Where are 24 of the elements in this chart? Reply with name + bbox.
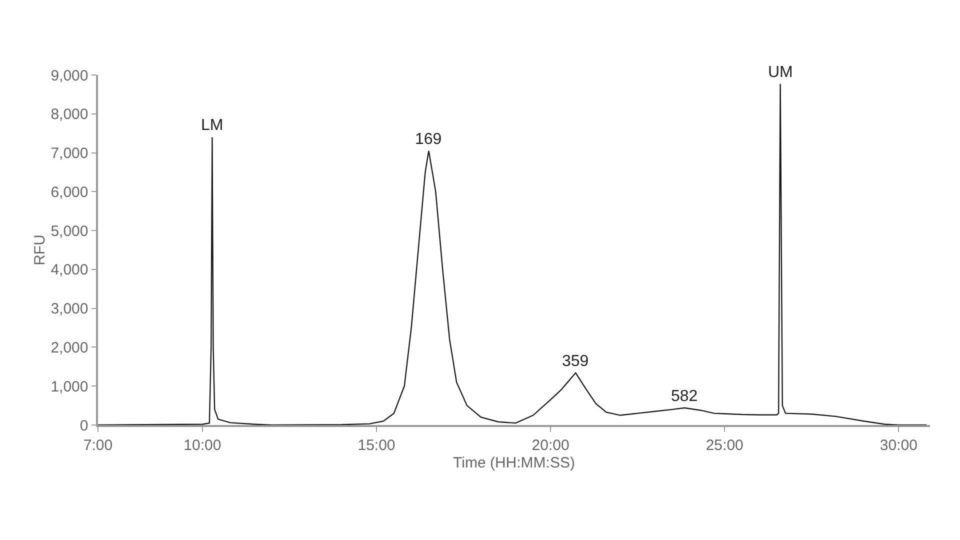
y-tick-label: 5,000 — [50, 222, 88, 240]
x-tick-label: 7:00 — [83, 436, 113, 454]
y-tick-label: 3,000 — [50, 300, 88, 318]
line-series — [98, 83, 928, 425]
x-tick-label: 15:00 — [358, 436, 396, 454]
y-tick-label: 0 — [80, 417, 88, 434]
x-tick-label: 30:00 — [880, 436, 918, 454]
annotation: 582 — [671, 388, 698, 405]
y-axis-title: RFU — [31, 234, 48, 266]
x-tick-label: 25:00 — [706, 436, 744, 454]
y-tick-label: 7,000 — [50, 145, 88, 162]
x-tick-label: 20:00 — [532, 436, 570, 454]
y-tick-label: 6,000 — [50, 184, 88, 201]
annotation: UM — [768, 64, 793, 81]
annotation: 169 — [415, 131, 442, 148]
x-tick-label: 10:00 — [184, 436, 222, 454]
y-tick-label: 2,000 — [50, 339, 88, 356]
y-tick-label: 1,000 — [50, 378, 88, 396]
x-axis-title: Time (HH:MM:SS) — [453, 454, 575, 472]
annotation: 359 — [562, 353, 589, 370]
y-tick-label: 4,000 — [50, 262, 88, 279]
y-tick-label: 9,000 — [50, 67, 88, 84]
annotation: LM — [201, 117, 224, 134]
y-tick-label: 8,000 — [50, 106, 88, 124]
